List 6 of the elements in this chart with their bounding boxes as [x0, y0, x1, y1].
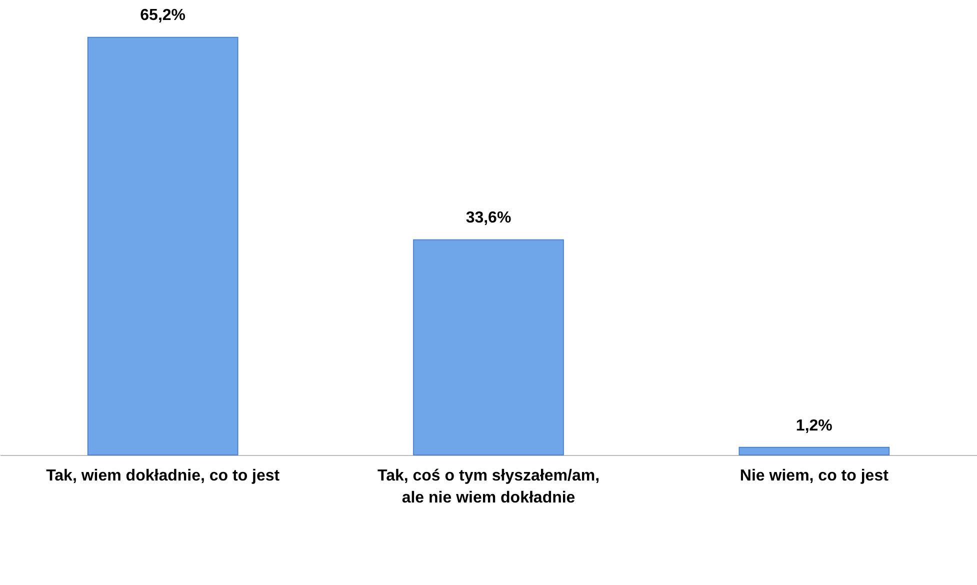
- x-tick-label: Nie wiem, co to jest: [740, 468, 890, 484]
- data-label: 33,6%: [466, 210, 512, 227]
- x-tick-label: Tak, wiem dokładnie, co to jest: [46, 468, 280, 484]
- data-label: 65,2%: [140, 7, 186, 24]
- x-tick-label: Tak, coś o tym słyszałem/am, ale nie wiem dokładnie: [377, 468, 600, 506]
- data-label: 1,2%: [796, 417, 832, 434]
